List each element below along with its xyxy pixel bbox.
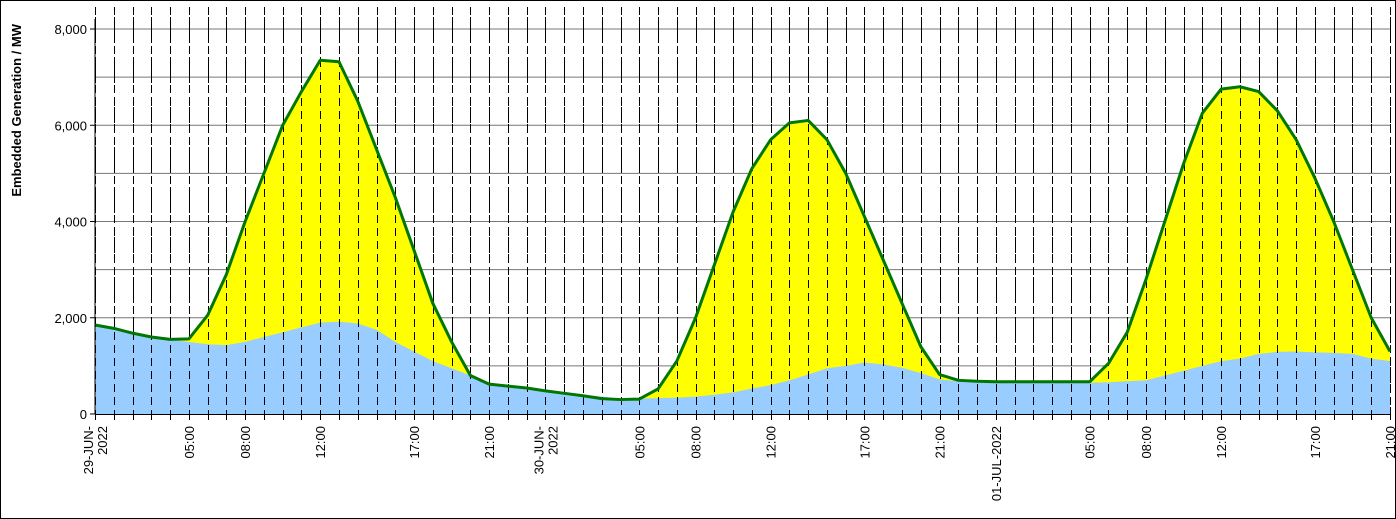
x-tick-label: 29-JUN-2022 (81, 426, 110, 474)
axes (90, 19, 1391, 420)
x-tick-label: 05:00 (182, 426, 197, 459)
y-tick-label: 0 (80, 407, 87, 422)
x-tick-label: 21:00 (1383, 426, 1395, 459)
x-tick-label: 12:00 (313, 426, 328, 459)
y-tick-label: 8,000 (54, 22, 87, 37)
x-tick-label: 17:00 (857, 426, 872, 459)
x-tick-label: 08:00 (1139, 426, 1154, 459)
x-tick-label: 17:00 (407, 426, 422, 459)
vertical-gridlines-overlay (95, 7, 1391, 414)
x-tick-label: 01-JUL-2022 (989, 426, 1004, 501)
x-tick-label: 12:00 (764, 426, 779, 459)
y-tick-label: 6,000 (54, 118, 87, 133)
area-series (95, 60, 1390, 414)
y-tick-label: 2,000 (54, 311, 87, 326)
x-tick-label: 12:00 (1214, 426, 1229, 459)
y-axis-title: Embedded Generation / MW (9, 23, 24, 196)
wind-area (95, 321, 1390, 414)
x-tick-label: 30-JUN-2022 (531, 426, 560, 474)
solar-area (95, 60, 1390, 414)
x-tick-label: 05:00 (1083, 426, 1098, 459)
x-tick-label: 08:00 (689, 426, 704, 459)
total-line (94, 58, 1392, 402)
x-tick-labels: 29-JUN-2022 05:00 08:00 12:00 17:00 21:00 30-J… (81, 426, 1395, 501)
y-tick-label: 4,000 (54, 215, 87, 230)
x-tick-label: 17:00 (1308, 426, 1323, 459)
x-tick-label: 08:00 (238, 426, 253, 459)
y-tick-labels: 0 2,000 4,000 6,000 8,000 (54, 22, 87, 422)
x-tick-label: 21:00 (482, 426, 497, 459)
x-tick-label: 21:00 (933, 426, 948, 459)
x-tick-label: 05:00 (632, 426, 647, 459)
total-line-layer (94, 58, 1392, 402)
